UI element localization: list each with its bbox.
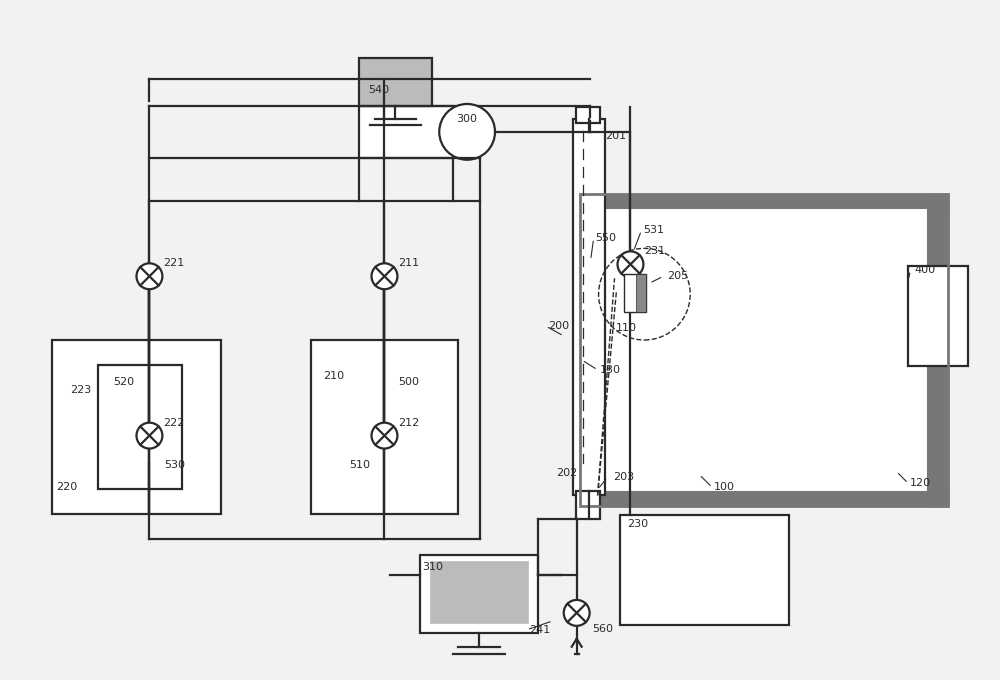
Text: 200: 200	[548, 321, 569, 331]
Bar	[580, 194, 948, 207]
Text: 500: 500	[398, 377, 419, 387]
Text: 560: 560	[593, 624, 614, 634]
Bar	[580, 194, 948, 507]
Text: 510: 510	[350, 460, 371, 471]
Circle shape	[618, 252, 643, 277]
Bar	[928, 194, 948, 507]
Text: 231: 231	[644, 246, 666, 256]
Circle shape	[136, 423, 162, 449]
Text: 241: 241	[529, 625, 550, 635]
Bar	[311, 340, 458, 514]
Bar	[359, 58, 432, 106]
Bar	[908, 267, 968, 366]
Text: 201: 201	[606, 131, 627, 141]
Text: 230: 230	[627, 520, 649, 529]
Bar	[430, 561, 528, 623]
Bar	[598, 207, 928, 492]
Bar	[620, 515, 789, 625]
Circle shape	[564, 600, 590, 626]
Circle shape	[439, 104, 495, 160]
Bar	[580, 492, 948, 507]
Text: 120: 120	[910, 479, 931, 488]
Bar	[359, 106, 453, 158]
Text: 310: 310	[422, 562, 443, 572]
Bar	[98, 365, 182, 490]
Bar	[636, 274, 646, 312]
Text: 100: 100	[714, 482, 735, 492]
Text: 300: 300	[456, 114, 477, 124]
Text: 202: 202	[556, 469, 577, 479]
Text: 221: 221	[163, 258, 185, 269]
Text: 205: 205	[667, 271, 688, 282]
Text: 550: 550	[596, 233, 617, 243]
Text: 130: 130	[600, 365, 621, 375]
Circle shape	[372, 263, 397, 289]
Bar	[52, 340, 221, 514]
Text: 110: 110	[616, 323, 637, 333]
Text: 210: 210	[323, 371, 344, 381]
Circle shape	[372, 423, 397, 449]
Text: 520: 520	[114, 377, 135, 387]
Text: 400: 400	[914, 265, 935, 275]
Bar	[576, 492, 600, 520]
Text: 531: 531	[643, 226, 664, 235]
Circle shape	[136, 263, 162, 289]
Bar	[576, 107, 600, 123]
Text: 203: 203	[614, 473, 635, 482]
Bar	[573, 119, 605, 495]
Text: 223: 223	[70, 385, 91, 395]
Text: 220: 220	[56, 482, 77, 492]
Text: 211: 211	[398, 258, 420, 269]
Bar	[624, 274, 646, 312]
Text: 530: 530	[164, 460, 185, 471]
Text: 212: 212	[398, 418, 420, 428]
Text: 540: 540	[369, 85, 390, 95]
Bar	[420, 555, 538, 633]
Text: 222: 222	[163, 418, 185, 428]
